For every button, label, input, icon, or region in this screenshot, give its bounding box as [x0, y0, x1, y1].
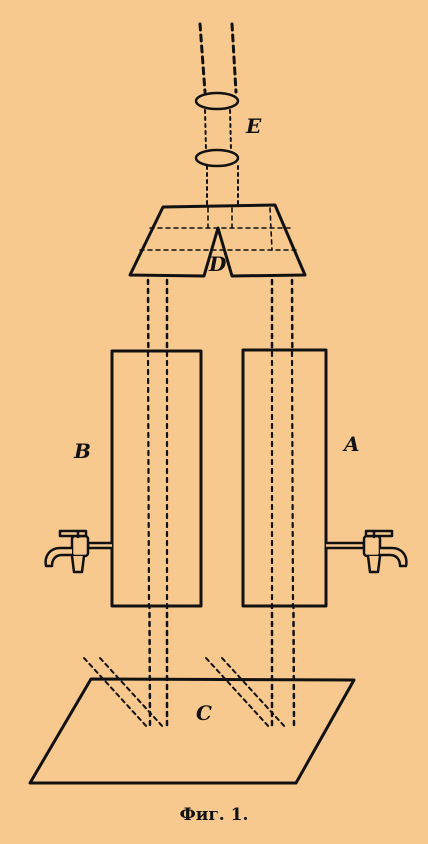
- tube-b-tap: [44, 529, 114, 574]
- label-a: A: [342, 432, 360, 456]
- label-b: B: [73, 439, 91, 463]
- label-c: C: [196, 701, 212, 725]
- upper-lens: [194, 91, 240, 111]
- prism-block: [128, 203, 307, 278]
- plate-diagonal-marks: [83, 657, 287, 729]
- tube-b-rays: [146, 350, 169, 608]
- label-d: D: [208, 252, 227, 276]
- eyepiece-rays: [204, 109, 239, 207]
- figure-caption: Фиг. 1.: [180, 805, 249, 825]
- plate-c: [28, 677, 356, 785]
- label-e: E: [245, 114, 262, 138]
- prism-internal-lines: [139, 207, 299, 251]
- tube-a-rays: [270, 350, 295, 608]
- tube-a: [241, 348, 328, 608]
- upper-light-rays: [198, 22, 238, 94]
- lower-lens: [194, 148, 240, 168]
- tube-a-tap: [324, 529, 408, 574]
- tube-b: [110, 349, 203, 608]
- eyepiece-lenses: [194, 91, 240, 168]
